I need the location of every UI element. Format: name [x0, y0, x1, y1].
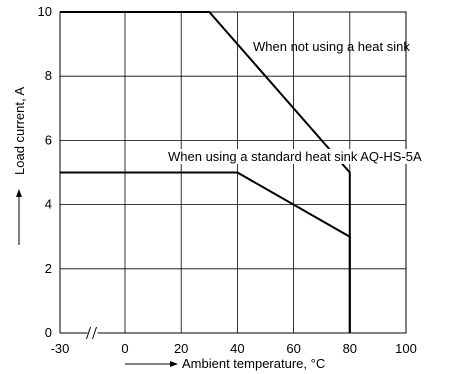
- series-line-2: [60, 171, 351, 333]
- x-axis-arrowhead: [170, 361, 178, 367]
- y-tick-label: 6: [45, 132, 52, 147]
- series-label-2-background: [166, 149, 424, 164]
- x-tick-label: 100: [395, 341, 417, 356]
- x-tick-label: 40: [230, 341, 244, 356]
- x-tick-label: 20: [174, 341, 188, 356]
- x-tick-label: 60: [286, 341, 300, 356]
- x-tick-label: 0: [121, 341, 128, 356]
- y-axis-label: Load current, A: [12, 87, 27, 175]
- series-label-2: When using a standard heat sink AQ-HS-5A: [168, 149, 422, 164]
- x-tick-label: -30: [51, 341, 70, 356]
- y-tick-label: 0: [45, 325, 52, 340]
- axis-break-mark: [92, 326, 97, 340]
- y-tick-label: 10: [38, 4, 52, 19]
- y-tick-label: 8: [45, 68, 52, 83]
- y-axis-arrowhead: [16, 189, 22, 197]
- y-tick-label: 2: [45, 261, 52, 276]
- x-axis-label: Ambient temperature, °C: [182, 356, 325, 371]
- series-label-1: When not using a heat sink: [253, 39, 410, 54]
- axis-break-gap: [87, 325, 98, 341]
- x-tick-label: 80: [343, 341, 357, 356]
- axis-break-mark: [86, 326, 91, 340]
- y-tick-label: 4: [45, 197, 52, 212]
